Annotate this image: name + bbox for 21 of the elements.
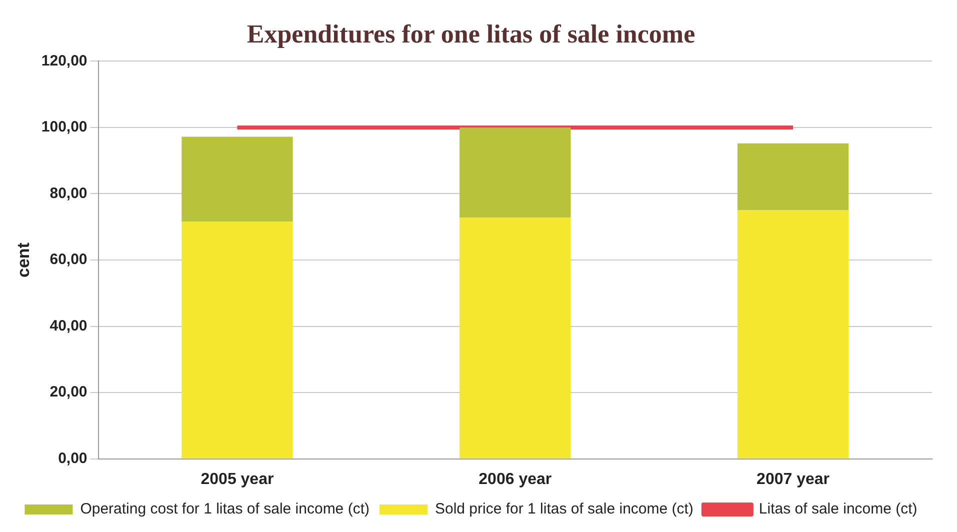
bar	[460, 218, 571, 458]
y-tick-label: 80,00	[50, 184, 88, 202]
bar	[182, 136, 293, 222]
x-tick-label: 2006 year	[478, 470, 552, 488]
legend-label: Litas of sale income (ct)	[758, 500, 918, 518]
y-tick-label: 60,00	[50, 251, 88, 268]
y-tick-label: 40,00	[50, 317, 88, 334]
y-tick-label: 0,00	[58, 450, 88, 467]
x-tick-label: 2005 year	[200, 470, 274, 488]
x-tick-label: 2007 year	[756, 470, 830, 488]
y-tick-label: 120,00	[41, 52, 88, 70]
bar	[460, 127, 571, 218]
y-axis-title: cent	[14, 242, 33, 278]
bar	[737, 210, 849, 458]
y-tick-label: 20,00	[50, 384, 88, 401]
legend-label: Sold price for 1 litas of sale income (ct)	[434, 500, 694, 518]
y-tick-label: 100,00	[41, 118, 88, 136]
chart-title: Expenditures for one litas of sale income	[246, 19, 696, 48]
bar	[737, 143, 849, 210]
bar	[182, 222, 293, 458]
legend-label: Operating cost for 1 litas of sale income (ct)	[80, 500, 370, 518]
